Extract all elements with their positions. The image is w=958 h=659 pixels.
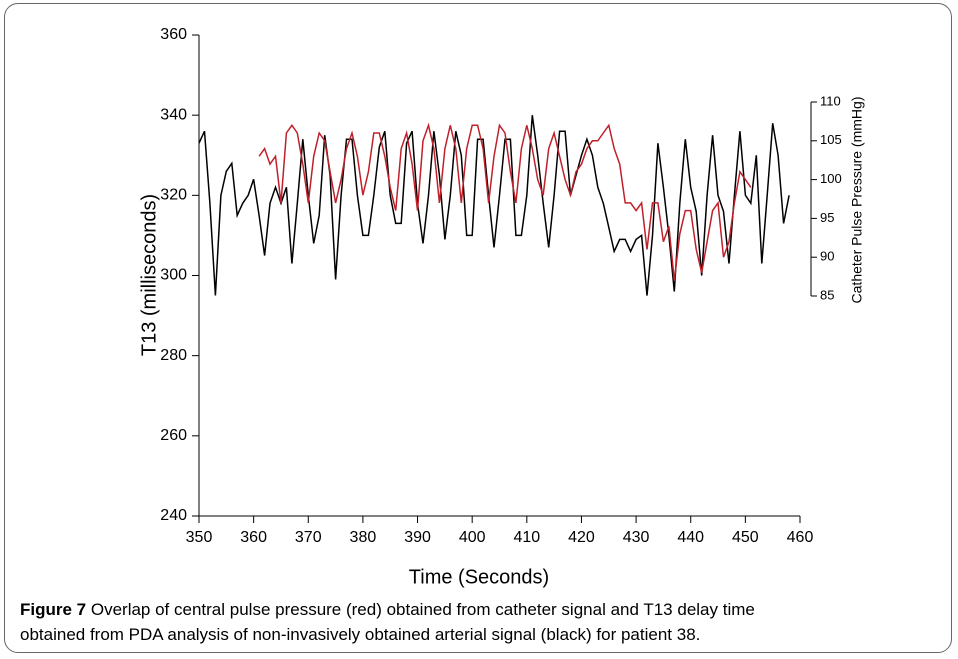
x-axis-title: Time (Seconds) bbox=[409, 566, 549, 588]
y-tick-label: 240 bbox=[160, 507, 187, 524]
y2-tick-label: 85 bbox=[820, 287, 834, 302]
y2-tick-label: 110 bbox=[820, 93, 841, 108]
x-tick-label: 420 bbox=[568, 529, 595, 546]
series-line bbox=[198, 115, 790, 296]
y2-tick-label: 100 bbox=[820, 171, 842, 186]
x-tick-label: 380 bbox=[350, 529, 377, 546]
y-tick-label: 360 bbox=[160, 26, 187, 43]
x-tick-label: 350 bbox=[186, 529, 213, 546]
y-tick-label: 300 bbox=[160, 267, 187, 284]
x-tick-label: 400 bbox=[459, 529, 486, 546]
caption-text: Overlap of central pulse pressure (red) … bbox=[20, 600, 755, 644]
x-tick-label: 370 bbox=[295, 529, 322, 546]
y2-tick-label: 90 bbox=[820, 249, 834, 264]
frame bbox=[4, 3, 952, 653]
x-tick-label: 460 bbox=[787, 529, 814, 546]
caption-label: Figure 7 bbox=[20, 600, 87, 619]
y-axis-title: T13 (milliseconds) bbox=[138, 194, 160, 356]
y-tick-label: 280 bbox=[160, 347, 187, 364]
x-tick-label: 390 bbox=[404, 529, 431, 546]
y2-axis-title: Catheter Pulse Pressure (mmHg) bbox=[849, 97, 865, 304]
x-tick-label: 360 bbox=[240, 529, 267, 546]
y-tick-label: 260 bbox=[160, 427, 187, 444]
y-tick-label: 340 bbox=[160, 106, 187, 123]
x-tick-label: 410 bbox=[513, 529, 540, 546]
y-tick-label: 320 bbox=[160, 187, 187, 204]
x-tick-label: 440 bbox=[677, 529, 704, 546]
caption: Figure 7 Overlap of central pulse pressu… bbox=[20, 597, 790, 647]
y2-tick-label: 105 bbox=[820, 132, 842, 147]
y2-tick-label: 95 bbox=[820, 210, 834, 225]
x-tick-label: 450 bbox=[732, 529, 759, 546]
series-line bbox=[258, 122, 752, 281]
x-tick-label: 430 bbox=[623, 529, 650, 546]
